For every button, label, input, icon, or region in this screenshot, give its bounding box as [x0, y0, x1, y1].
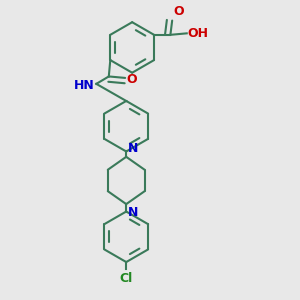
Text: HN: HN — [74, 79, 95, 92]
Text: N: N — [128, 142, 139, 155]
Text: O: O — [173, 5, 184, 18]
Text: OH: OH — [188, 27, 208, 40]
Text: Cl: Cl — [120, 272, 133, 285]
Text: N: N — [128, 206, 139, 219]
Text: O: O — [126, 73, 137, 86]
